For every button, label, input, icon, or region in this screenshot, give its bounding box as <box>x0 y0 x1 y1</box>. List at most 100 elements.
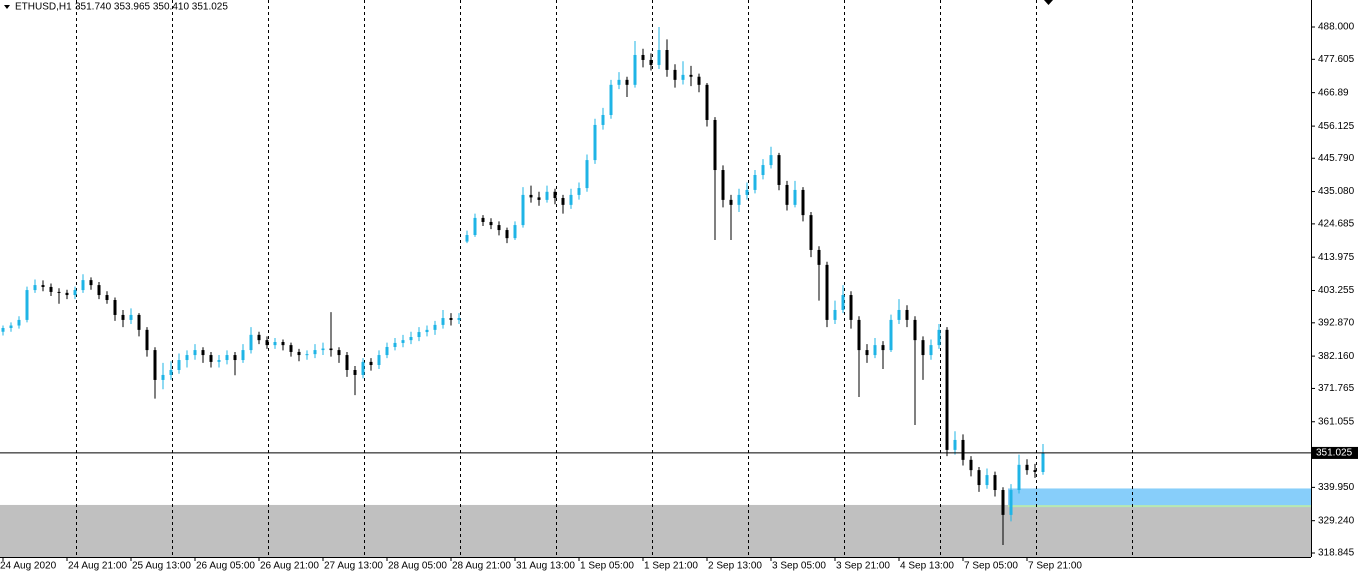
y-tick-label: 413.975 <box>1318 252 1355 263</box>
candle-body <box>489 221 493 226</box>
candle-body <box>313 350 317 355</box>
candle-body <box>161 374 165 380</box>
y-tick-label: 318.845 <box>1318 548 1355 559</box>
candle-body <box>137 314 141 330</box>
candle-body <box>905 309 909 320</box>
candle-body <box>273 341 277 346</box>
candle-body <box>1 328 5 332</box>
candle-body <box>817 249 821 265</box>
candle-body <box>353 369 357 375</box>
candle-body <box>833 309 837 320</box>
candle-body <box>913 319 917 341</box>
current-price-label: 351.025 <box>1316 448 1353 459</box>
y-tick-label: 456.125 <box>1318 121 1355 132</box>
candle-body <box>849 295 853 320</box>
candle-body <box>569 194 573 205</box>
candle-body <box>1025 464 1029 471</box>
candle-body <box>401 340 405 343</box>
x-tick-label: 31 Aug 13:00 <box>516 561 575 572</box>
symbol: ETHUSD,H1 <box>15 2 72 13</box>
x-tick-label: 27 Aug 13:00 <box>324 561 383 572</box>
candle-body <box>377 355 381 366</box>
candle-body <box>889 319 893 351</box>
candle-body <box>993 475 997 491</box>
candle-body <box>665 50 669 70</box>
candle-body <box>265 340 269 346</box>
candle-body <box>145 329 149 351</box>
x-tick-label: 2 Sep 13:00 <box>708 561 762 572</box>
candle-body <box>249 334 253 351</box>
candle-body <box>825 264 829 320</box>
candle-body <box>521 194 525 226</box>
candle-body <box>657 50 661 65</box>
y-tick-label: 488.000 <box>1318 22 1355 33</box>
candle-body <box>585 160 589 189</box>
candle-body <box>97 285 101 296</box>
candle-body <box>441 318 445 325</box>
candle-body <box>897 309 901 320</box>
candle-body <box>73 290 77 296</box>
candle-body <box>601 114 605 125</box>
y-tick-label: 445.790 <box>1318 153 1355 164</box>
x-tick-label: 4 Sep 13:00 <box>900 561 954 572</box>
candle-body <box>113 300 117 315</box>
candle-body <box>713 119 717 171</box>
candle-body <box>177 360 181 370</box>
y-tick-label: 339.950 <box>1318 482 1355 493</box>
candle-body <box>961 439 965 460</box>
candle-body <box>545 191 549 200</box>
candle-body <box>881 345 885 351</box>
candle-body <box>801 189 805 216</box>
candle-body <box>105 295 109 301</box>
candle-body <box>945 329 949 450</box>
candle-body <box>465 235 469 242</box>
candle-body <box>433 324 437 330</box>
scroll-marker <box>1044 0 1053 5</box>
candle-body <box>1001 490 1005 515</box>
candle-body <box>305 354 309 356</box>
candle-body <box>609 84 613 115</box>
x-tick-label: 24 Aug 2020 <box>0 561 57 572</box>
candle-body <box>337 350 341 356</box>
y-tick-label: 361.055 <box>1318 416 1355 427</box>
candle-body <box>393 342 397 347</box>
candle-body <box>681 74 685 80</box>
candle-body <box>937 329 941 346</box>
candle-body <box>777 155 781 185</box>
candle-body <box>417 332 421 338</box>
candle-body <box>321 348 325 351</box>
zone <box>0 504 1311 557</box>
x-tick-label: 7 Sep 21:00 <box>1028 561 1082 572</box>
candle-body <box>977 470 981 486</box>
x-tick-label: 1 Sep 05:00 <box>580 561 634 572</box>
x-tick-label: 26 Aug 21:00 <box>260 561 319 572</box>
candle-body <box>81 280 85 291</box>
candle-body <box>529 194 533 198</box>
y-tick-label: 392.870 <box>1318 317 1355 328</box>
candle-body <box>89 280 93 286</box>
x-tick-label: 25 Aug 13:00 <box>132 561 191 572</box>
candle-body <box>201 350 205 356</box>
candle-body <box>729 199 733 205</box>
candle-body <box>233 355 237 361</box>
candle-body <box>65 292 69 296</box>
candle-body <box>297 351 301 356</box>
candle-body <box>617 79 621 85</box>
x-tick-label: 7 Sep 05:00 <box>964 561 1018 572</box>
candle-body <box>185 355 189 361</box>
candle-body <box>561 198 565 205</box>
candle-body <box>505 230 509 239</box>
y-tick-label: 382.160 <box>1318 351 1355 362</box>
candle-body <box>425 329 429 333</box>
candle-body <box>745 189 749 195</box>
candle-body <box>689 74 693 77</box>
menu-arrow <box>4 5 10 9</box>
y-tick-label: 466.89 <box>1318 87 1349 98</box>
candle-body <box>1033 470 1037 472</box>
candle-body <box>57 291 61 293</box>
candle-body <box>169 369 173 375</box>
candle-body <box>345 355 349 370</box>
current-price-box <box>1312 446 1358 459</box>
y-tick-label: 403.255 <box>1318 285 1355 296</box>
candle-body <box>257 334 261 341</box>
